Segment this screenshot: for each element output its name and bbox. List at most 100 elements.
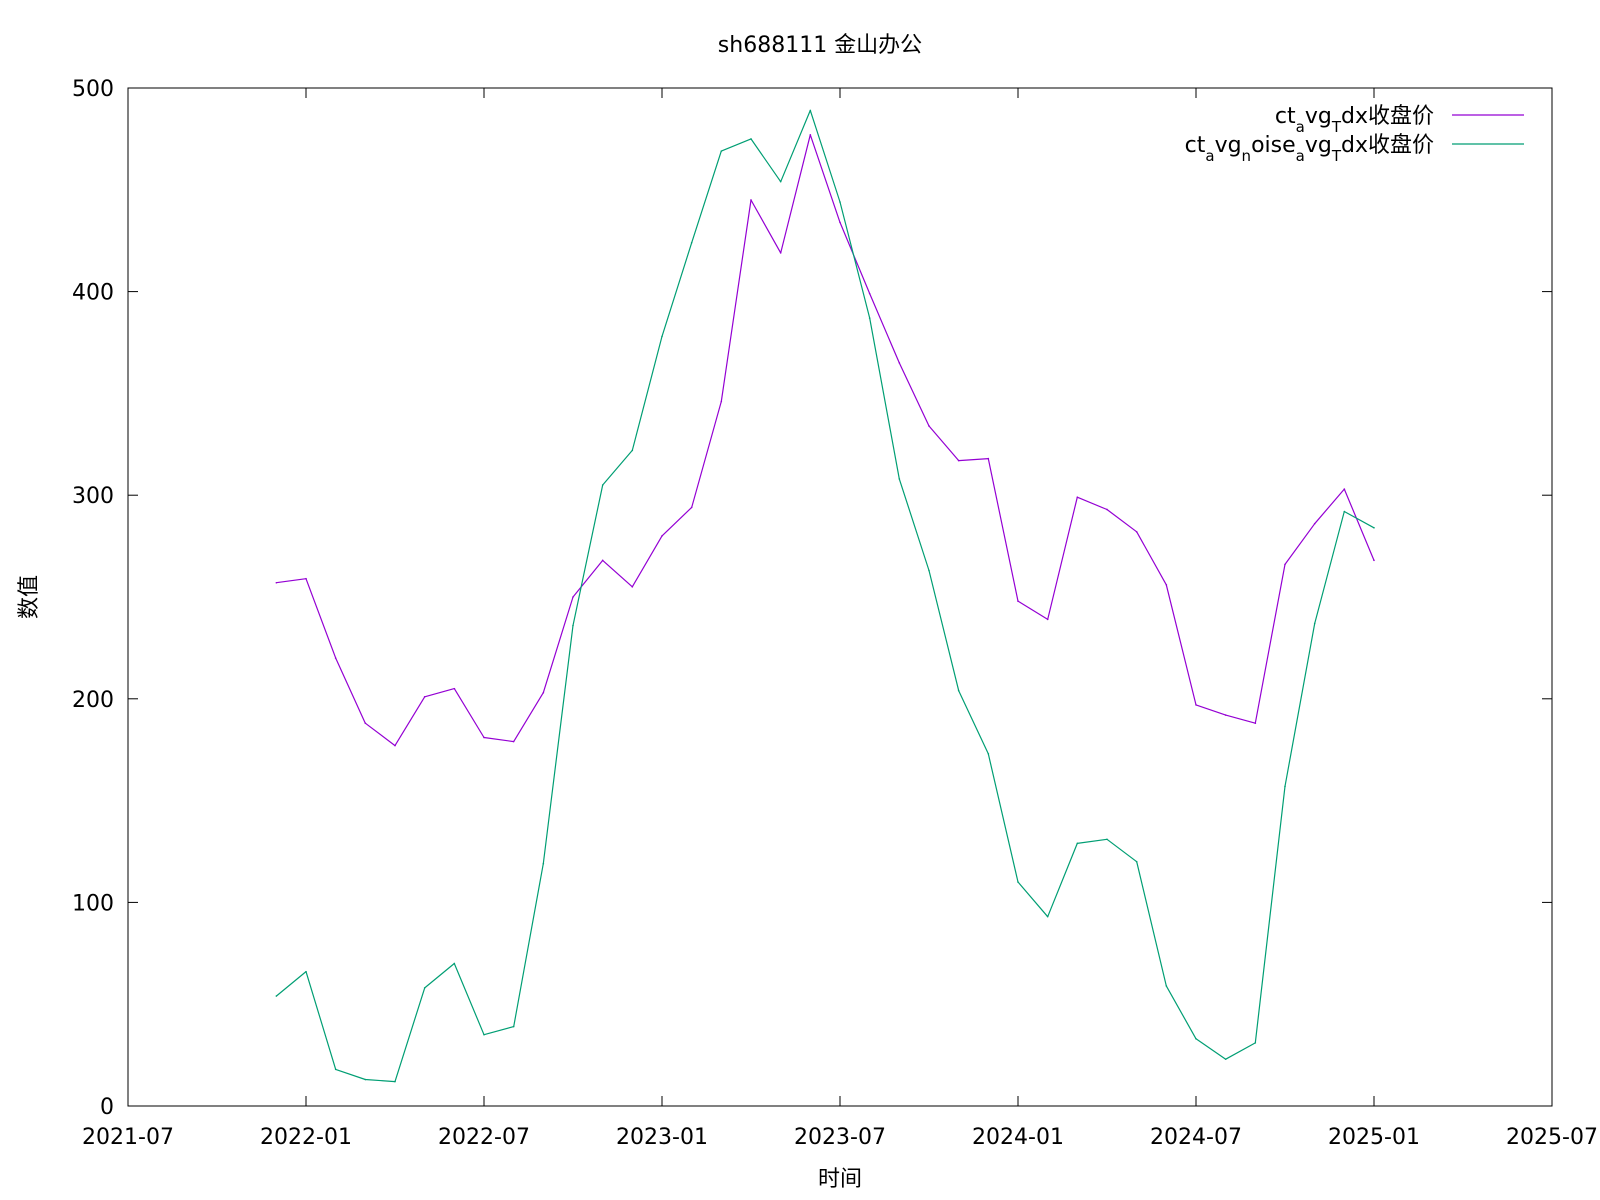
x-axis-label: 时间 xyxy=(818,1167,862,1192)
series-1-point xyxy=(1017,600,1019,602)
plot-area-border xyxy=(127,87,1553,1107)
series-1-point xyxy=(779,252,782,254)
series-line-2 xyxy=(275,109,1375,1083)
series-1-point xyxy=(364,722,367,725)
series-1-point xyxy=(1076,496,1079,499)
series-2-point xyxy=(928,569,930,572)
y-axis-label: 数值 xyxy=(17,575,42,619)
series-1-point xyxy=(690,506,693,509)
series-2-point xyxy=(690,241,693,244)
series-2-point xyxy=(839,201,841,203)
series-2-point xyxy=(423,987,426,989)
series-1-point xyxy=(453,687,456,690)
y-axis-ticks: 0 100 200 300 400 500 xyxy=(72,77,1552,1120)
series-2-point xyxy=(394,1080,396,1083)
series-1-point xyxy=(839,221,841,224)
series-2-point xyxy=(601,484,604,486)
series-2-point xyxy=(809,109,812,112)
series-2-point xyxy=(631,449,634,452)
x-tick-label: 2024-07 xyxy=(1150,1125,1242,1150)
series-1-point xyxy=(898,362,901,364)
legend-label-1: ctavgTdx收盘价 xyxy=(1275,104,1434,136)
series-2-point xyxy=(512,1025,515,1028)
x-tick-label: 2023-07 xyxy=(794,1125,886,1150)
series-1-point xyxy=(631,586,634,588)
x-tick-label: 2021-07 xyxy=(82,1125,174,1150)
y-tick-label: 500 xyxy=(72,77,114,102)
series-1-point xyxy=(334,657,337,659)
series-2-point xyxy=(1373,526,1375,529)
series-2-point xyxy=(750,138,752,140)
series-1-point xyxy=(987,457,990,460)
series-1-point xyxy=(928,425,930,427)
x-tick-label: 2022-07 xyxy=(438,1125,530,1150)
series-1-point xyxy=(1224,714,1227,716)
series-1-point xyxy=(1373,559,1375,562)
series-1-point xyxy=(423,695,426,698)
series-1-point xyxy=(305,577,307,580)
legend-label-2: ctavgnoiseavgTdx收盘价 xyxy=(1185,133,1434,165)
series-1-point xyxy=(512,740,515,743)
series-2-point xyxy=(1046,915,1049,918)
series-1-point xyxy=(542,691,545,694)
series-2-point xyxy=(275,995,278,997)
series-2-point xyxy=(1343,510,1346,513)
series-lines xyxy=(275,109,1375,1083)
series-1-point xyxy=(1106,508,1108,511)
series-2-point xyxy=(453,962,456,965)
series-2-point xyxy=(779,180,782,183)
series-1-point xyxy=(809,134,812,136)
x-tick-label: 2024-01 xyxy=(972,1125,1064,1150)
series-2-point xyxy=(1017,881,1019,883)
series-2-point xyxy=(957,689,960,692)
y-tick-label: 400 xyxy=(72,281,114,306)
series-2-point xyxy=(1165,985,1168,987)
series-1-point xyxy=(572,596,574,598)
x-tick-label: 2025-07 xyxy=(1506,1125,1598,1150)
series-line-1 xyxy=(276,134,1375,747)
series-2-point xyxy=(868,317,871,319)
x-tick-label: 2023-01 xyxy=(616,1125,708,1150)
series-1-point xyxy=(1195,704,1197,706)
series-2-point xyxy=(1224,1058,1227,1060)
series-1-point xyxy=(483,736,485,739)
x-axis-ticks: 2021-07 2022-01 2022-07 2023-01 2023-07 2024-… xyxy=(82,88,1598,1150)
chart-title: sh688111 金山办公 xyxy=(718,33,922,58)
y-tick-label: 0 xyxy=(100,1095,114,1120)
series-2-point xyxy=(898,478,901,480)
series-1-point xyxy=(1284,563,1286,566)
series-2-point xyxy=(483,1033,485,1036)
series-1-point xyxy=(661,535,663,537)
series-1-point xyxy=(275,581,278,584)
series-1-point xyxy=(750,199,752,201)
series-2-point xyxy=(720,150,723,152)
x-tick-label: 2022-01 xyxy=(260,1125,352,1150)
series-1-point xyxy=(1135,531,1138,533)
series-2-point xyxy=(364,1078,367,1081)
series-2-point xyxy=(1254,1042,1257,1044)
series-1-point xyxy=(1254,722,1257,725)
series-1-point xyxy=(601,559,604,562)
series-2-point xyxy=(542,862,545,865)
x-tick-label: 2025-01 xyxy=(1328,1125,1420,1150)
series-1-point xyxy=(1343,488,1346,490)
series-1-point xyxy=(1313,522,1316,525)
series-1-point xyxy=(1046,618,1049,621)
series-2-point xyxy=(1135,860,1138,863)
series-2-point xyxy=(1195,1038,1197,1040)
series-1-point xyxy=(394,744,396,747)
y-tick-label: 200 xyxy=(72,688,114,713)
series-2-point xyxy=(305,970,307,973)
series-2-point xyxy=(1284,785,1286,788)
series-2-point xyxy=(334,1068,337,1071)
y-tick-label: 300 xyxy=(72,484,114,509)
series-1-point xyxy=(868,292,871,295)
series-2-point xyxy=(987,752,990,755)
series-1-point xyxy=(720,400,723,403)
series-2-point xyxy=(1106,838,1108,841)
y-tick-label: 100 xyxy=(72,891,114,916)
series-2-point xyxy=(1076,842,1079,845)
series-1-point xyxy=(957,459,960,462)
